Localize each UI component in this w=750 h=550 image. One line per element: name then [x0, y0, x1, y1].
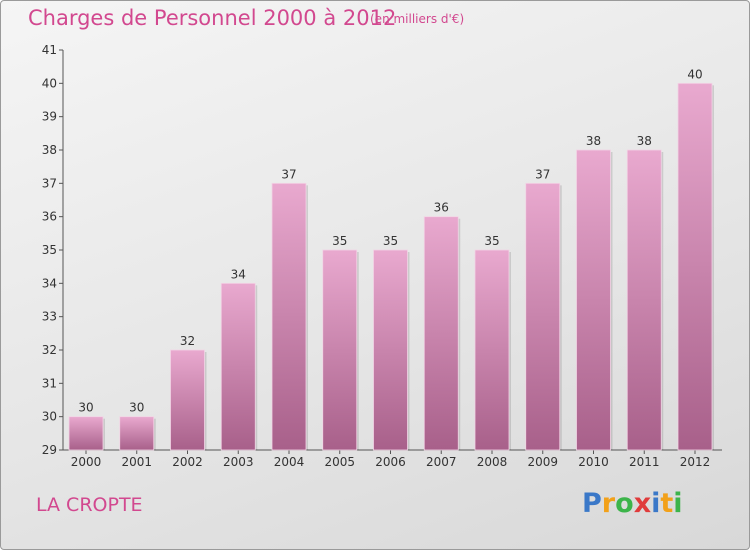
chart-subtitle: (en milliers d'€): [370, 12, 465, 26]
y-tick-label: 39: [42, 110, 57, 124]
x-tick-label: 2004: [274, 455, 305, 469]
bar-value-label: 36: [434, 201, 449, 215]
x-tick-label: 2012: [680, 455, 711, 469]
logo-letter: P: [582, 488, 602, 519]
y-tick-label: 41: [42, 43, 57, 57]
y-tick-label: 37: [42, 176, 57, 190]
y-tick-label: 34: [42, 276, 57, 290]
x-tick-label: 2006: [375, 455, 406, 469]
y-tick-label: 38: [42, 143, 57, 157]
bar-value-label: 32: [180, 334, 195, 348]
y-tick-label: 30: [42, 410, 57, 424]
bar-value-label: 35: [332, 234, 347, 248]
bar-value-label: 38: [637, 134, 652, 148]
x-tick-label: 2005: [324, 455, 355, 469]
y-tick-label: 33: [42, 310, 57, 324]
x-tick-label: 2002: [172, 455, 203, 469]
y-tick-label: 29: [42, 443, 57, 457]
bar-value-label: 30: [78, 401, 93, 415]
commune-name: LA CROPTE: [36, 494, 143, 516]
bar-2008: [474, 249, 510, 451]
logo-letter: i: [651, 488, 661, 519]
bar-2001: [119, 416, 155, 451]
logo-letter: i: [673, 488, 683, 519]
x-tick-label: 2001: [121, 455, 152, 469]
bar-2002: [170, 349, 205, 451]
y-tick-label: 40: [42, 76, 57, 90]
x-tick-label: 2000: [71, 455, 102, 469]
logo-letter: r: [601, 488, 616, 519]
chart-title: Charges de Personnel 2000 à 2012: [28, 6, 397, 30]
bar-value-label: 30: [129, 401, 144, 415]
x-tick-label: 2010: [578, 455, 609, 469]
bar-value-label: 40: [687, 67, 702, 81]
x-tick-label: 2011: [629, 455, 660, 469]
x-tick-label: 2007: [426, 455, 457, 469]
x-tick-label: 2003: [223, 455, 254, 469]
y-tick-label: 32: [42, 343, 57, 357]
bar-value-label: 35: [484, 234, 499, 248]
logo-letter: t: [660, 488, 674, 519]
bar-value-label: 38: [586, 134, 601, 148]
bar-2009: [525, 182, 561, 451]
bar-2004: [271, 182, 307, 451]
bar-2003: [220, 282, 256, 451]
bar-2006: [373, 249, 408, 451]
proxiti-logo: Proxiti: [582, 488, 683, 519]
bar-value-label: 37: [535, 167, 550, 181]
logo-letter: x: [633, 488, 652, 519]
bar-value-label: 37: [281, 167, 296, 181]
bar-2012: [677, 82, 713, 451]
bar-2000: [68, 416, 104, 451]
y-tick-label: 35: [42, 243, 57, 257]
bar-2007: [423, 216, 459, 451]
chart-bars: 30 30 32 34 37 35 35 36 35 37 38 38 40: [68, 67, 714, 451]
bar-2011: [626, 149, 662, 451]
y-tick-label: 31: [42, 376, 57, 390]
bar-2010: [576, 149, 611, 451]
bar-value-label: 34: [231, 267, 246, 281]
bar-value-label: 35: [383, 234, 398, 248]
x-tick-label: 2008: [477, 455, 508, 469]
y-tick-label: 36: [42, 210, 57, 224]
bar-2005: [322, 249, 358, 451]
x-tick-label: 2009: [527, 455, 558, 469]
logo-letter: o: [615, 488, 634, 519]
